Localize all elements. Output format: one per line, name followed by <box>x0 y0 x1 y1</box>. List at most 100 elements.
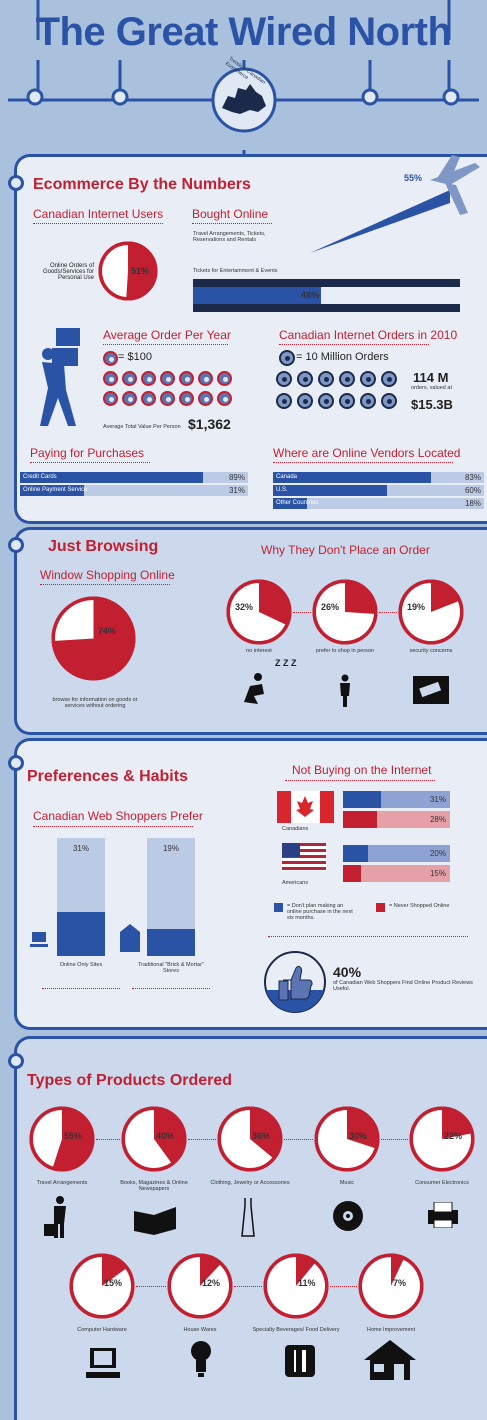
pie-remainder-slice <box>220 1110 273 1168</box>
disk-grid <box>276 371 406 415</box>
canada-flag-icon <box>277 791 334 823</box>
vendor-bar: U.S. 60% <box>273 485 484 496</box>
legend-red-swatch <box>376 903 385 912</box>
divider <box>192 223 272 224</box>
product-label: Home Improvement <box>366 1327 416 1333</box>
avg-caption: Average Total Value Per Person <box>103 424 181 430</box>
panel-connector-dot <box>8 755 24 771</box>
users-caption: Online Orders of Goods/Services for Pers… <box>42 263 94 281</box>
divider <box>268 936 468 937</box>
connector-line <box>293 612 311 613</box>
pie-outline <box>121 1106 187 1172</box>
pie-remainder-slice <box>125 1110 172 1168</box>
orders-title: Canadian Internet Orders in 2010 <box>279 328 458 342</box>
reason-pie <box>226 579 292 645</box>
security-camera-icon <box>413 676 449 704</box>
coin-icon <box>179 371 194 386</box>
pie-outline <box>226 579 292 645</box>
product-percent: 55% <box>64 1131 83 1141</box>
pie-outline <box>51 596 136 681</box>
panel-connector-dot <box>8 537 24 553</box>
prefer-bar-fill <box>57 912 105 956</box>
pie-remainder-slice <box>55 600 94 641</box>
orders-legend: = 10 Million Orders <box>296 351 389 363</box>
pie-remainder-slice <box>101 245 128 297</box>
reason-pie <box>312 579 378 645</box>
book-icon <box>134 1207 176 1235</box>
paying-bar-label: Credit Cards <box>23 474 57 480</box>
coin-icon <box>179 391 194 406</box>
divider <box>30 462 150 463</box>
product-pie <box>167 1253 233 1319</box>
pie-remainder-slice <box>413 1110 471 1168</box>
disk-icon <box>297 393 313 409</box>
country-red-bar: 28% <box>343 811 450 828</box>
paying-bar-value: 31% <box>228 486 245 495</box>
computer-icon <box>30 932 48 947</box>
reason-percent: 19% <box>407 602 426 612</box>
disk-icon <box>339 393 355 409</box>
browsing-heading: Just Browsing <box>48 538 159 555</box>
coin-icon <box>217 371 232 386</box>
paying-bar: Online Payment Service 31% <box>20 485 248 496</box>
product-label: Music <box>339 1180 355 1186</box>
reason-percent: 32% <box>235 602 254 612</box>
product-percent: 11% <box>298 1278 316 1288</box>
country-red-bar-fill <box>343 811 378 828</box>
product-percent: 40% <box>156 1131 175 1141</box>
reason-label: no interest <box>246 648 272 654</box>
paying-title: Paying for Purchases <box>30 446 145 460</box>
divider <box>273 462 453 463</box>
coin-grid <box>103 371 243 411</box>
connector-line <box>234 1286 262 1287</box>
coin-icon <box>122 371 137 386</box>
paying-bar-value: 89% <box>228 473 245 482</box>
country-blue-bar: 31% <box>343 791 450 808</box>
traveler-icon <box>44 1196 66 1238</box>
window-caption: browse for information on goods or servi… <box>52 697 138 709</box>
paying-bar-fill <box>20 472 203 483</box>
users-pie <box>98 241 158 301</box>
window-pie <box>51 596 136 681</box>
orders-value: $15.3B <box>411 397 453 412</box>
product-label: Computer Hardware <box>77 1327 127 1333</box>
tickets-percent: 48% <box>301 290 320 300</box>
disk-icon <box>318 371 334 387</box>
legend-blue-swatch <box>274 903 283 912</box>
paying-bar: Credit Cards 89% <box>20 472 248 483</box>
coin-icon <box>198 371 213 386</box>
vendor-bar-label: U.S. <box>276 487 288 493</box>
dress-icon <box>241 1198 255 1237</box>
pie-outline <box>263 1253 329 1319</box>
prefer-title: Canadian Web Shoppers Prefer <box>33 809 203 823</box>
product-label: Clothing, Jewelry or Accessories <box>210 1180 290 1186</box>
coin-icon <box>141 371 156 386</box>
utensils-icon <box>285 1345 315 1377</box>
country-label: Canadians <box>282 826 309 832</box>
header-circuit-lines <box>0 0 487 160</box>
prefer-bar-percent: 31% <box>72 844 89 853</box>
divider <box>33 826 193 827</box>
printer-icon <box>428 1202 458 1228</box>
connector-line <box>96 1139 120 1140</box>
sleeping-person-icon <box>244 673 264 704</box>
divider <box>33 223 163 224</box>
product-percent: 30% <box>349 1131 368 1141</box>
product-percent: 7% <box>393 1278 407 1288</box>
disk-icon <box>360 393 376 409</box>
country-blue-bar-value: 20% <box>429 849 446 858</box>
page-title: The Great Wired North <box>35 10 452 54</box>
connector-line <box>284 1139 313 1140</box>
numbers-heading: Ecommerce By the Numbers <box>33 176 251 193</box>
prefer-bar-label: Traditional "Brick & Mortar" Stores <box>138 962 204 974</box>
product-pie <box>263 1253 329 1319</box>
pie-outline <box>312 579 378 645</box>
pie-outline <box>409 1106 475 1172</box>
users-percent: 51% <box>131 266 150 276</box>
not-buying-title: Not Buying on the Internet <box>292 763 432 777</box>
products-heading: Types of Products Ordered <box>27 1072 233 1089</box>
coin-icon <box>160 371 175 386</box>
zzz-text: Z Z Z <box>275 658 297 668</box>
product-pie <box>409 1106 475 1172</box>
paying-bar-fill <box>20 485 84 496</box>
